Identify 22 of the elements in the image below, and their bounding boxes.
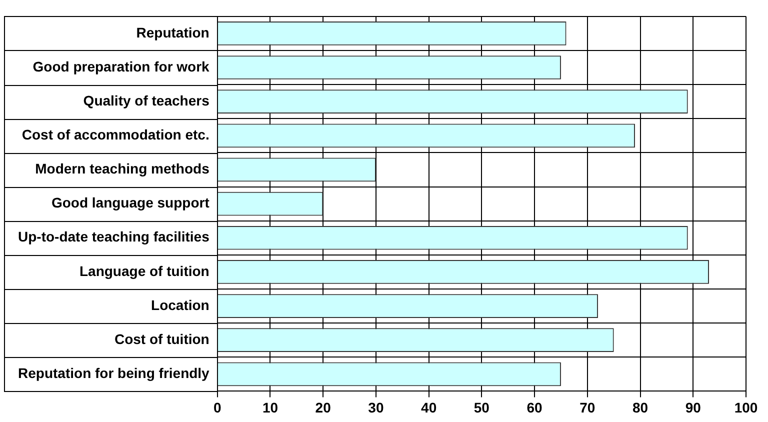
x-tick-label: 10	[262, 399, 278, 416]
x-tick-label: 100	[734, 399, 758, 416]
y-tick-label: Language of tuition	[79, 262, 210, 279]
y-tick-label: Quality of teachers	[83, 92, 210, 108]
y-tick-label: Up-to-date teaching facilities	[18, 228, 210, 245]
x-tick-label: 50	[474, 399, 490, 416]
y-tick-label: Reputation	[136, 24, 210, 40]
x-tick-label: 70	[580, 399, 596, 416]
x-tick-label: 0	[213, 399, 222, 416]
y-tick-label: Modern teaching methods	[35, 160, 210, 177]
x-tick-label: 20	[315, 399, 332, 416]
x-tick-label: 40	[421, 399, 437, 416]
y-tick-label: Good preparation for work	[32, 58, 210, 74]
x-tick-label: 60	[526, 399, 543, 416]
y-tick-label: Cost of tuition	[114, 330, 210, 347]
y-tick-label: Location	[151, 296, 210, 313]
y-tick-label: Good language support	[51, 194, 210, 211]
y-tick-label: Reputation for being friendly	[18, 365, 210, 382]
x-tick-label: 30	[368, 399, 384, 416]
x-tick-label: 80	[632, 399, 648, 416]
y-tick-label: Cost of accommodation etc.	[22, 126, 210, 143]
x-tick-label: 90	[685, 399, 702, 416]
